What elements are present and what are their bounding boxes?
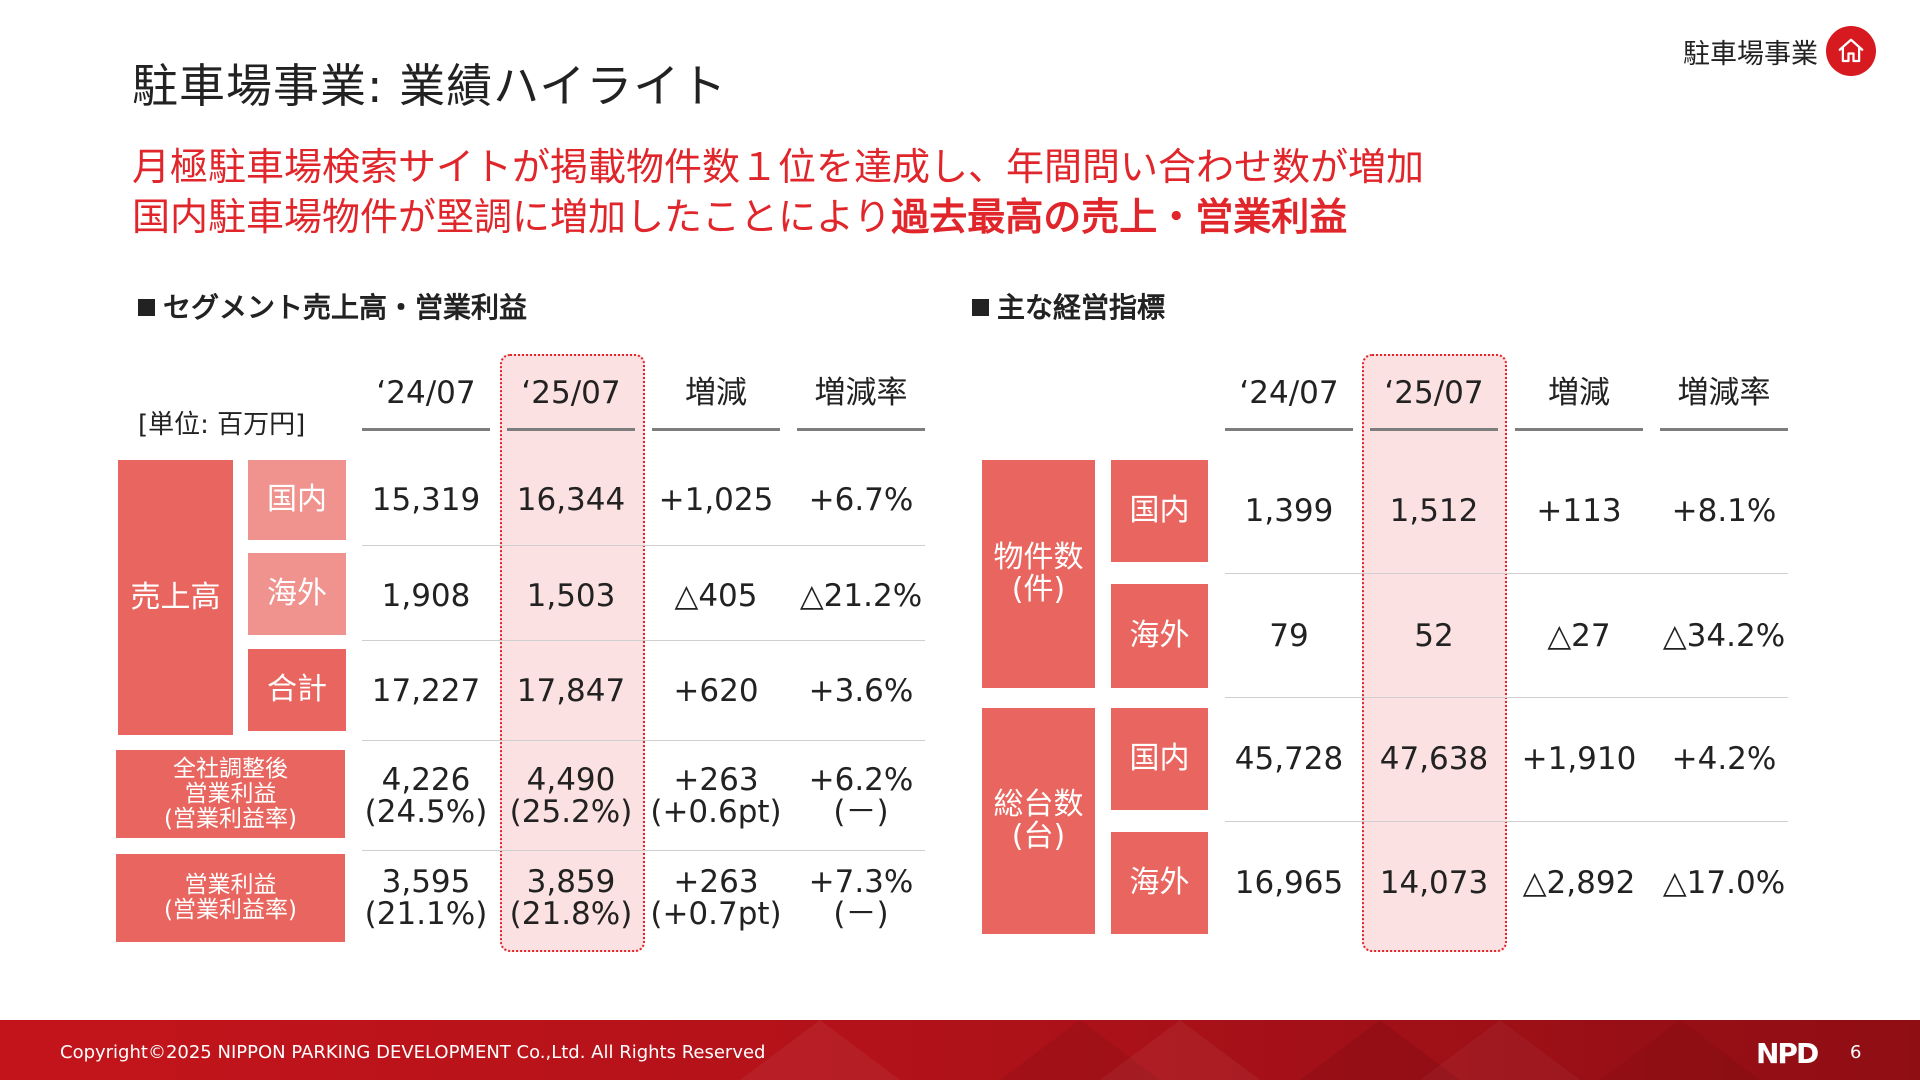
table-cell: △405 (674, 578, 758, 614)
row-label-domestic: 国内 (1111, 460, 1208, 562)
highlight-column-current-year (1362, 354, 1507, 952)
table-cell: +6.2% (－) (808, 762, 914, 830)
table-cell: 1,399 (1244, 493, 1334, 529)
table-cell: 1,908 (381, 578, 471, 614)
headline-line-2: 国内駐車場物件が堅調に増加したことにより過去最高の売上・営業利益 (132, 192, 1424, 242)
copyright-text: Copyright©2025 NIPPON PARKING DEVELOPMEN… (60, 1042, 766, 1063)
table-cell: 17,847 (516, 673, 626, 709)
table-cell: 4,490 (25.2%) (509, 762, 633, 830)
table-cell: +263 (+0.7pt) (650, 864, 782, 932)
table-cell: 1,503 (526, 578, 616, 614)
table-cell: 52 (1414, 618, 1454, 654)
table-cell: △27 (1547, 618, 1611, 654)
headline-line-2-emphasis: 過去最高の売上・営業利益 (891, 195, 1348, 239)
table-cell: △34.2% (1662, 618, 1786, 654)
headline: 月極駐車場検索サイトが掲載物件数１位を達成し、年間問い合わせ数が増加 国内駐車場… (132, 142, 1424, 242)
row-separator (362, 850, 925, 851)
table-cell: 3,859 (21.8%) (509, 864, 633, 932)
row-label-overseas: 海外 (1111, 832, 1208, 934)
row-group-label-sales: 売上高 (118, 460, 233, 735)
table-cell: 1,512 (1389, 493, 1479, 529)
table-cell: 16,965 (1234, 865, 1344, 901)
table-cell: △21.2% (799, 578, 923, 614)
segment-table-heading: セグメント売上高・営業利益 (138, 286, 527, 326)
table-cell: 45,728 (1234, 741, 1344, 777)
table-cell: △17.0% (1662, 865, 1786, 901)
column-header-change-rate: 増減率 (797, 358, 925, 431)
row-label-operating-profit: 営業利益 (営業利益率) (116, 854, 345, 942)
column-header-prev-year: ‘24/07 (1225, 358, 1353, 431)
page-title: 駐車場事業: 業績ハイライト (132, 59, 728, 113)
column-header-prev-year: ‘24/07 (362, 358, 490, 431)
table-cell: +3.6% (808, 673, 914, 709)
table-cell: 14,073 (1379, 865, 1489, 901)
highlight-column-current-year (500, 354, 645, 952)
table-cell: 47,638 (1379, 741, 1489, 777)
row-group-label-total-spaces: 総台数 (台) (982, 708, 1095, 934)
table-cell: +8.1% (1671, 493, 1777, 529)
home-button[interactable] (1826, 26, 1876, 76)
row-label-domestic: 国内 (248, 460, 346, 540)
row-separator (1225, 573, 1788, 574)
table-cell: △2,892 (1522, 865, 1636, 901)
column-header-change: 増減 (1515, 358, 1643, 431)
row-label-adjusted-operating-profit: 全社調整後 営業利益 (営業利益率) (116, 750, 345, 838)
column-header-change-rate: 増減率 (1660, 358, 1788, 431)
row-separator (362, 740, 925, 741)
row-separator (1225, 697, 1788, 698)
row-separator (1225, 821, 1788, 822)
row-label-overseas: 海外 (1111, 584, 1208, 688)
home-icon (1838, 38, 1864, 63)
page-number: 6 (1850, 1042, 1862, 1063)
table-cell: +6.7% (808, 482, 914, 518)
row-label-domestic: 国内 (1111, 708, 1208, 810)
row-group-label-properties: 物件数 (件) (982, 460, 1095, 688)
column-header-current-year: ‘25/07 (1370, 358, 1498, 431)
table-cell: +4.2% (1671, 741, 1777, 777)
headline-line-2-normal: 国内駐車場物件が堅調に増加したことにより (132, 195, 892, 239)
square-bullet-icon (972, 299, 989, 316)
row-separator (362, 640, 925, 641)
column-header-change: 増減 (652, 358, 780, 431)
table-cell: +620 (673, 673, 759, 709)
table-cell: +1,910 (1521, 741, 1637, 777)
section-tag: 駐車場事業 (1683, 39, 1818, 70)
square-bullet-icon (138, 299, 155, 316)
table-cell: 79 (1269, 618, 1309, 654)
company-logo: NPD (1756, 1037, 1819, 1070)
table-cell: +1,025 (658, 482, 774, 518)
footer-bar (0, 1020, 1920, 1080)
table-cell: 17,227 (371, 673, 481, 709)
table-cell: 15,319 (371, 482, 481, 518)
table-cell: +7.3% (－) (808, 864, 914, 932)
headline-line-1: 月極駐車場検索サイトが掲載物件数１位を達成し、年間問い合わせ数が増加 (132, 145, 1425, 189)
table-cell: 4,226 (24.5%) (364, 762, 488, 830)
row-label-overseas: 海外 (248, 553, 346, 635)
column-header-current-year: ‘25/07 (507, 358, 635, 431)
footer-pattern (740, 1020, 1760, 1080)
kpi-table-heading: 主な経営指標 (972, 286, 1165, 326)
table-cell: 16,344 (516, 482, 626, 518)
row-separator (362, 545, 925, 546)
row-label-total: 合計 (248, 649, 346, 731)
unit-label: [単位: 百万円] (138, 410, 306, 440)
table-cell: +263 (+0.6pt) (650, 762, 782, 830)
table-cell: +113 (1536, 493, 1622, 529)
table-cell: 3,595 (21.1%) (364, 864, 488, 932)
